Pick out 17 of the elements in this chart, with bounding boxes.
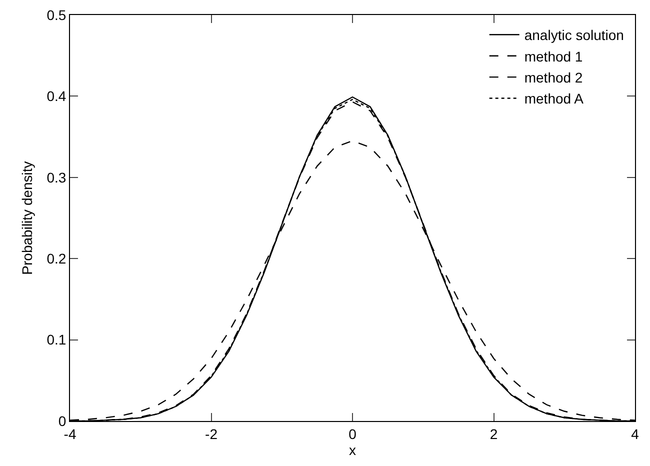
y-tick-label: 0 — [58, 412, 66, 429]
legend-label: method 1 — [524, 48, 583, 64]
y-tick-label: 0.3 — [46, 169, 66, 186]
x-tick-label: 4 — [631, 426, 640, 442]
y-tick-label: 0.5 — [46, 6, 66, 23]
x-tick-label: -4 — [64, 426, 76, 442]
x-tick-label: 2 — [490, 426, 498, 442]
y-axis-title: Probability density — [19, 161, 35, 275]
x-axis-title: x — [349, 442, 356, 458]
x-tick-label: 0 — [348, 426, 357, 442]
legend-label: method 2 — [524, 70, 583, 86]
legend-label: analytic solution — [524, 27, 624, 44]
legend-label: method A — [524, 90, 584, 107]
y-tick-label: 0.1 — [46, 332, 66, 348]
y-tick-label: 0.2 — [46, 250, 66, 266]
x-tick-label: -2 — [205, 426, 218, 442]
y-tick-label: 0.4 — [46, 88, 66, 104]
